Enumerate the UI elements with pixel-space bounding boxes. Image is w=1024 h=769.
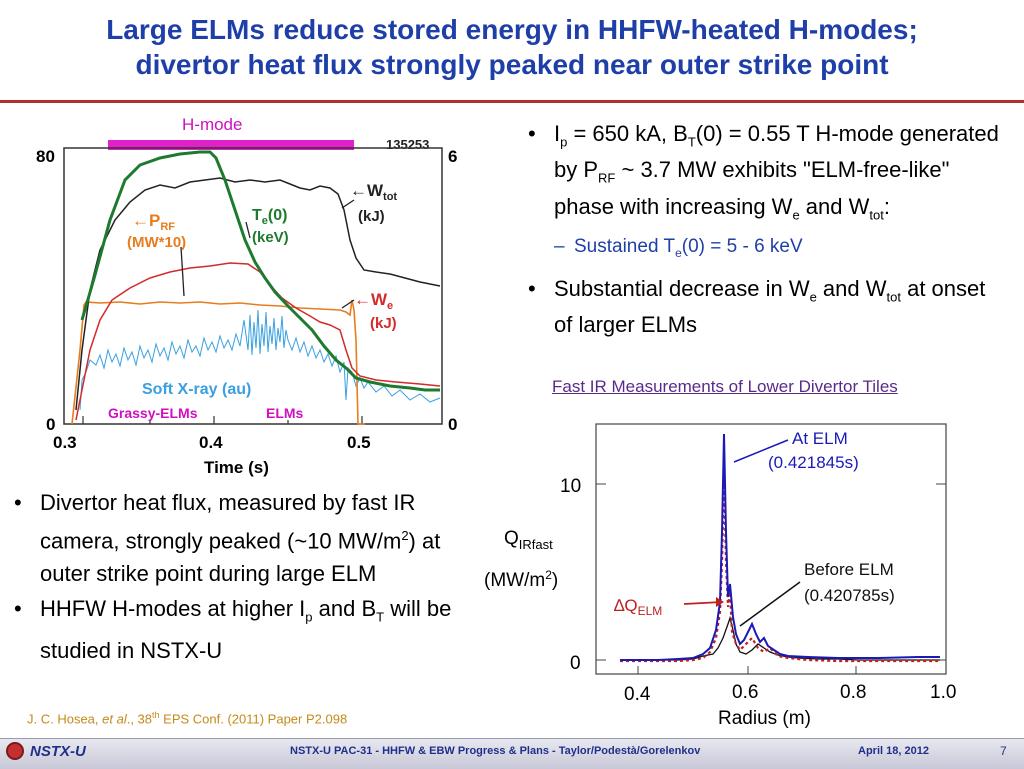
bullet-hmode-params: Ip = 650 kA, BT(0) = 0.55 T H-mode gener… — [528, 120, 1008, 229]
delta-q-trace — [620, 471, 940, 663]
hmode-label: H-mode — [182, 115, 242, 134]
annotation-arrows — [180, 199, 355, 309]
ir-y-tick-10: 10 — [560, 476, 581, 497]
grassy-elms-label: Grassy-ELMs — [108, 405, 198, 421]
ir-plot-frame — [595, 423, 947, 675]
title-divider — [0, 100, 1024, 103]
footer-title: NSTX-U PAC-31 - HHFW & EBW Progress & Pl… — [290, 745, 701, 757]
sxr-trace — [79, 309, 441, 411]
ir-x-tick-0.6: 0.6 — [732, 682, 758, 703]
before-elm-arrow — [739, 581, 801, 627]
ir-heat-flux-plot: 10 0 0.4 0.6 0.8 1.0 Radius (m) QIRfast … — [484, 423, 956, 729]
y-right-bottom: 0 — [448, 415, 457, 434]
te-unit: (keV) — [252, 229, 289, 246]
x-tick-0.3: 0.3 — [53, 433, 77, 452]
we-label: ←We — [354, 290, 393, 312]
bullet-divertor-heat-flux: Divertor heat flux, measured by fast IR … — [14, 486, 454, 590]
footer-date: April 18, 2012 — [858, 745, 929, 757]
at-elm-arrow — [733, 439, 789, 463]
left-bullets: Divertor heat flux, measured by fast IR … — [14, 486, 454, 667]
hmode-bar — [108, 140, 354, 150]
x-axis-label: Time (s) — [204, 458, 269, 477]
delta-q-arrowhead — [716, 597, 724, 607]
time-trace-plot: H-mode 135253 80 0 6 0 0.3 0.4 0.5 Time … — [36, 115, 457, 477]
delta-q-label: ∆QELM — [614, 596, 662, 618]
we-trace — [75, 262, 441, 421]
at-elm-trace — [620, 433, 940, 661]
footer-logo-text: NSTX-U — [30, 743, 86, 760]
y-left-bottom: 0 — [46, 415, 55, 434]
sxr-label: Soft X-ray (au) — [142, 381, 251, 398]
bullet-future-study: HHFW H-modes at higher Ip and BT will be… — [14, 592, 454, 666]
ir-x-axis-label: Radius (m) — [718, 708, 811, 729]
citation: J. C. Hosea, et al., 38th EPS Conf. (201… — [27, 710, 348, 727]
footer-bar — [0, 738, 1024, 769]
shot-number: 135253 — [386, 137, 429, 152]
ir-y-axis-label: QIRfast — [504, 528, 553, 552]
x-tick-0.4: 0.4 — [199, 433, 223, 452]
te-label: Te(0) — [252, 207, 287, 227]
wtot-trace — [75, 177, 441, 411]
sub-bullet-te: Sustained Te(0) = 5 - 6 keV — [528, 233, 1008, 267]
x-tick-marks — [82, 416, 363, 424]
before-elm-trace — [620, 615, 940, 661]
elms-label: ELMs — [266, 405, 304, 421]
ir-plot-title[interactable]: Fast IR Measurements of Lower Divertor T… — [552, 377, 898, 396]
at-elm-label: At ELM — [792, 429, 848, 448]
page-number: 7 — [1000, 744, 1007, 758]
prf-unit: (MW*10) — [127, 234, 186, 251]
slide-title: Large ELMs reduce stored energy in HHFW-… — [0, 0, 1024, 100]
te-trace — [80, 150, 440, 392]
right-bullets: Ip = 650 kA, BT(0) = 0.55 T H-mode gener… — [528, 120, 1008, 339]
delta-q-arrow — [683, 601, 723, 605]
at-elm-time: (0.421845s) — [768, 453, 859, 472]
title-line-1: Large ELMs reduce stored energy in HHFW-… — [106, 14, 918, 45]
wtot-label: ←Wtot — [350, 181, 397, 203]
prf-label: ←PRF — [132, 211, 175, 233]
bullet-stored-energy-decrease: Substantial decrease in We and Wtot at o… — [528, 275, 1008, 339]
title-line-2: divertor heat flux strongly peaked near … — [135, 49, 889, 80]
ir-y-tick-0: 0 — [570, 653, 581, 674]
nstx-logo-icon — [6, 742, 24, 760]
y-right-top: 6 — [448, 147, 457, 166]
wtot-unit: (kJ) — [358, 208, 385, 225]
before-elm-label: Before ELM — [804, 560, 894, 579]
plot-frame — [63, 147, 443, 425]
ir-x-tick-1.0: 1.0 — [930, 682, 956, 703]
before-elm-time: (0.420785s) — [804, 586, 895, 605]
we-unit: (kJ) — [370, 315, 397, 332]
ir-tick-marks — [596, 483, 947, 674]
ir-x-tick-0.4: 0.4 — [624, 684, 651, 705]
ir-y-axis-unit: (MW/m2) — [484, 568, 558, 591]
x-tick-0.5: 0.5 — [347, 433, 371, 452]
y-left-top: 80 — [36, 147, 55, 166]
ir-x-tick-0.8: 0.8 — [840, 682, 866, 703]
